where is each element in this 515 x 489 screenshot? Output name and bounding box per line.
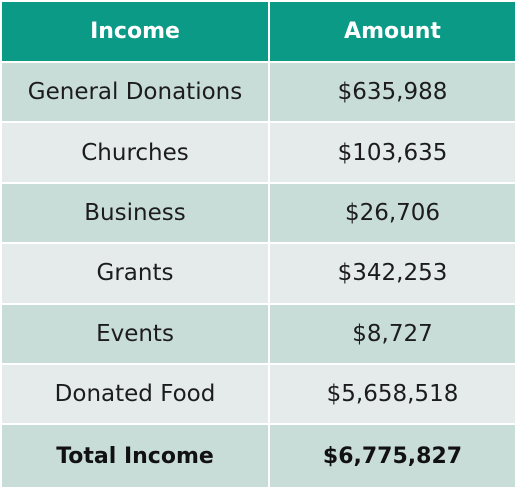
amount-cell: $635,988 (268, 60, 515, 124)
total-row: Total Income $6,775,827 (0, 423, 515, 489)
income-cell: General Donations (0, 60, 270, 124)
table-row: Business $26,706 (0, 181, 515, 245)
amount-cell: $26,706 (268, 181, 515, 245)
amount-cell: $5,658,518 (268, 363, 515, 426)
income-header: Income (0, 0, 270, 63)
table-row: Grants $342,253 (0, 242, 515, 305)
amount-header: Amount (268, 0, 515, 63)
total-label: Total Income (0, 423, 270, 489)
table-row: Events $8,727 (0, 302, 515, 366)
table-row: Donated Food $5,658,518 (0, 363, 515, 426)
amount-cell: $103,635 (268, 121, 515, 184)
table-row: General Donations $635,988 (0, 60, 515, 124)
table-row: Churches $103,635 (0, 121, 515, 184)
income-cell: Events (0, 302, 270, 366)
amount-cell: $342,253 (268, 242, 515, 305)
income-cell: Grants (0, 242, 270, 305)
header-row: Income Amount (0, 0, 515, 63)
income-cell: Donated Food (0, 363, 270, 426)
amount-cell: $8,727 (268, 302, 515, 366)
total-amount: $6,775,827 (268, 423, 515, 489)
income-cell: Business (0, 181, 270, 245)
income-cell: Churches (0, 121, 270, 184)
